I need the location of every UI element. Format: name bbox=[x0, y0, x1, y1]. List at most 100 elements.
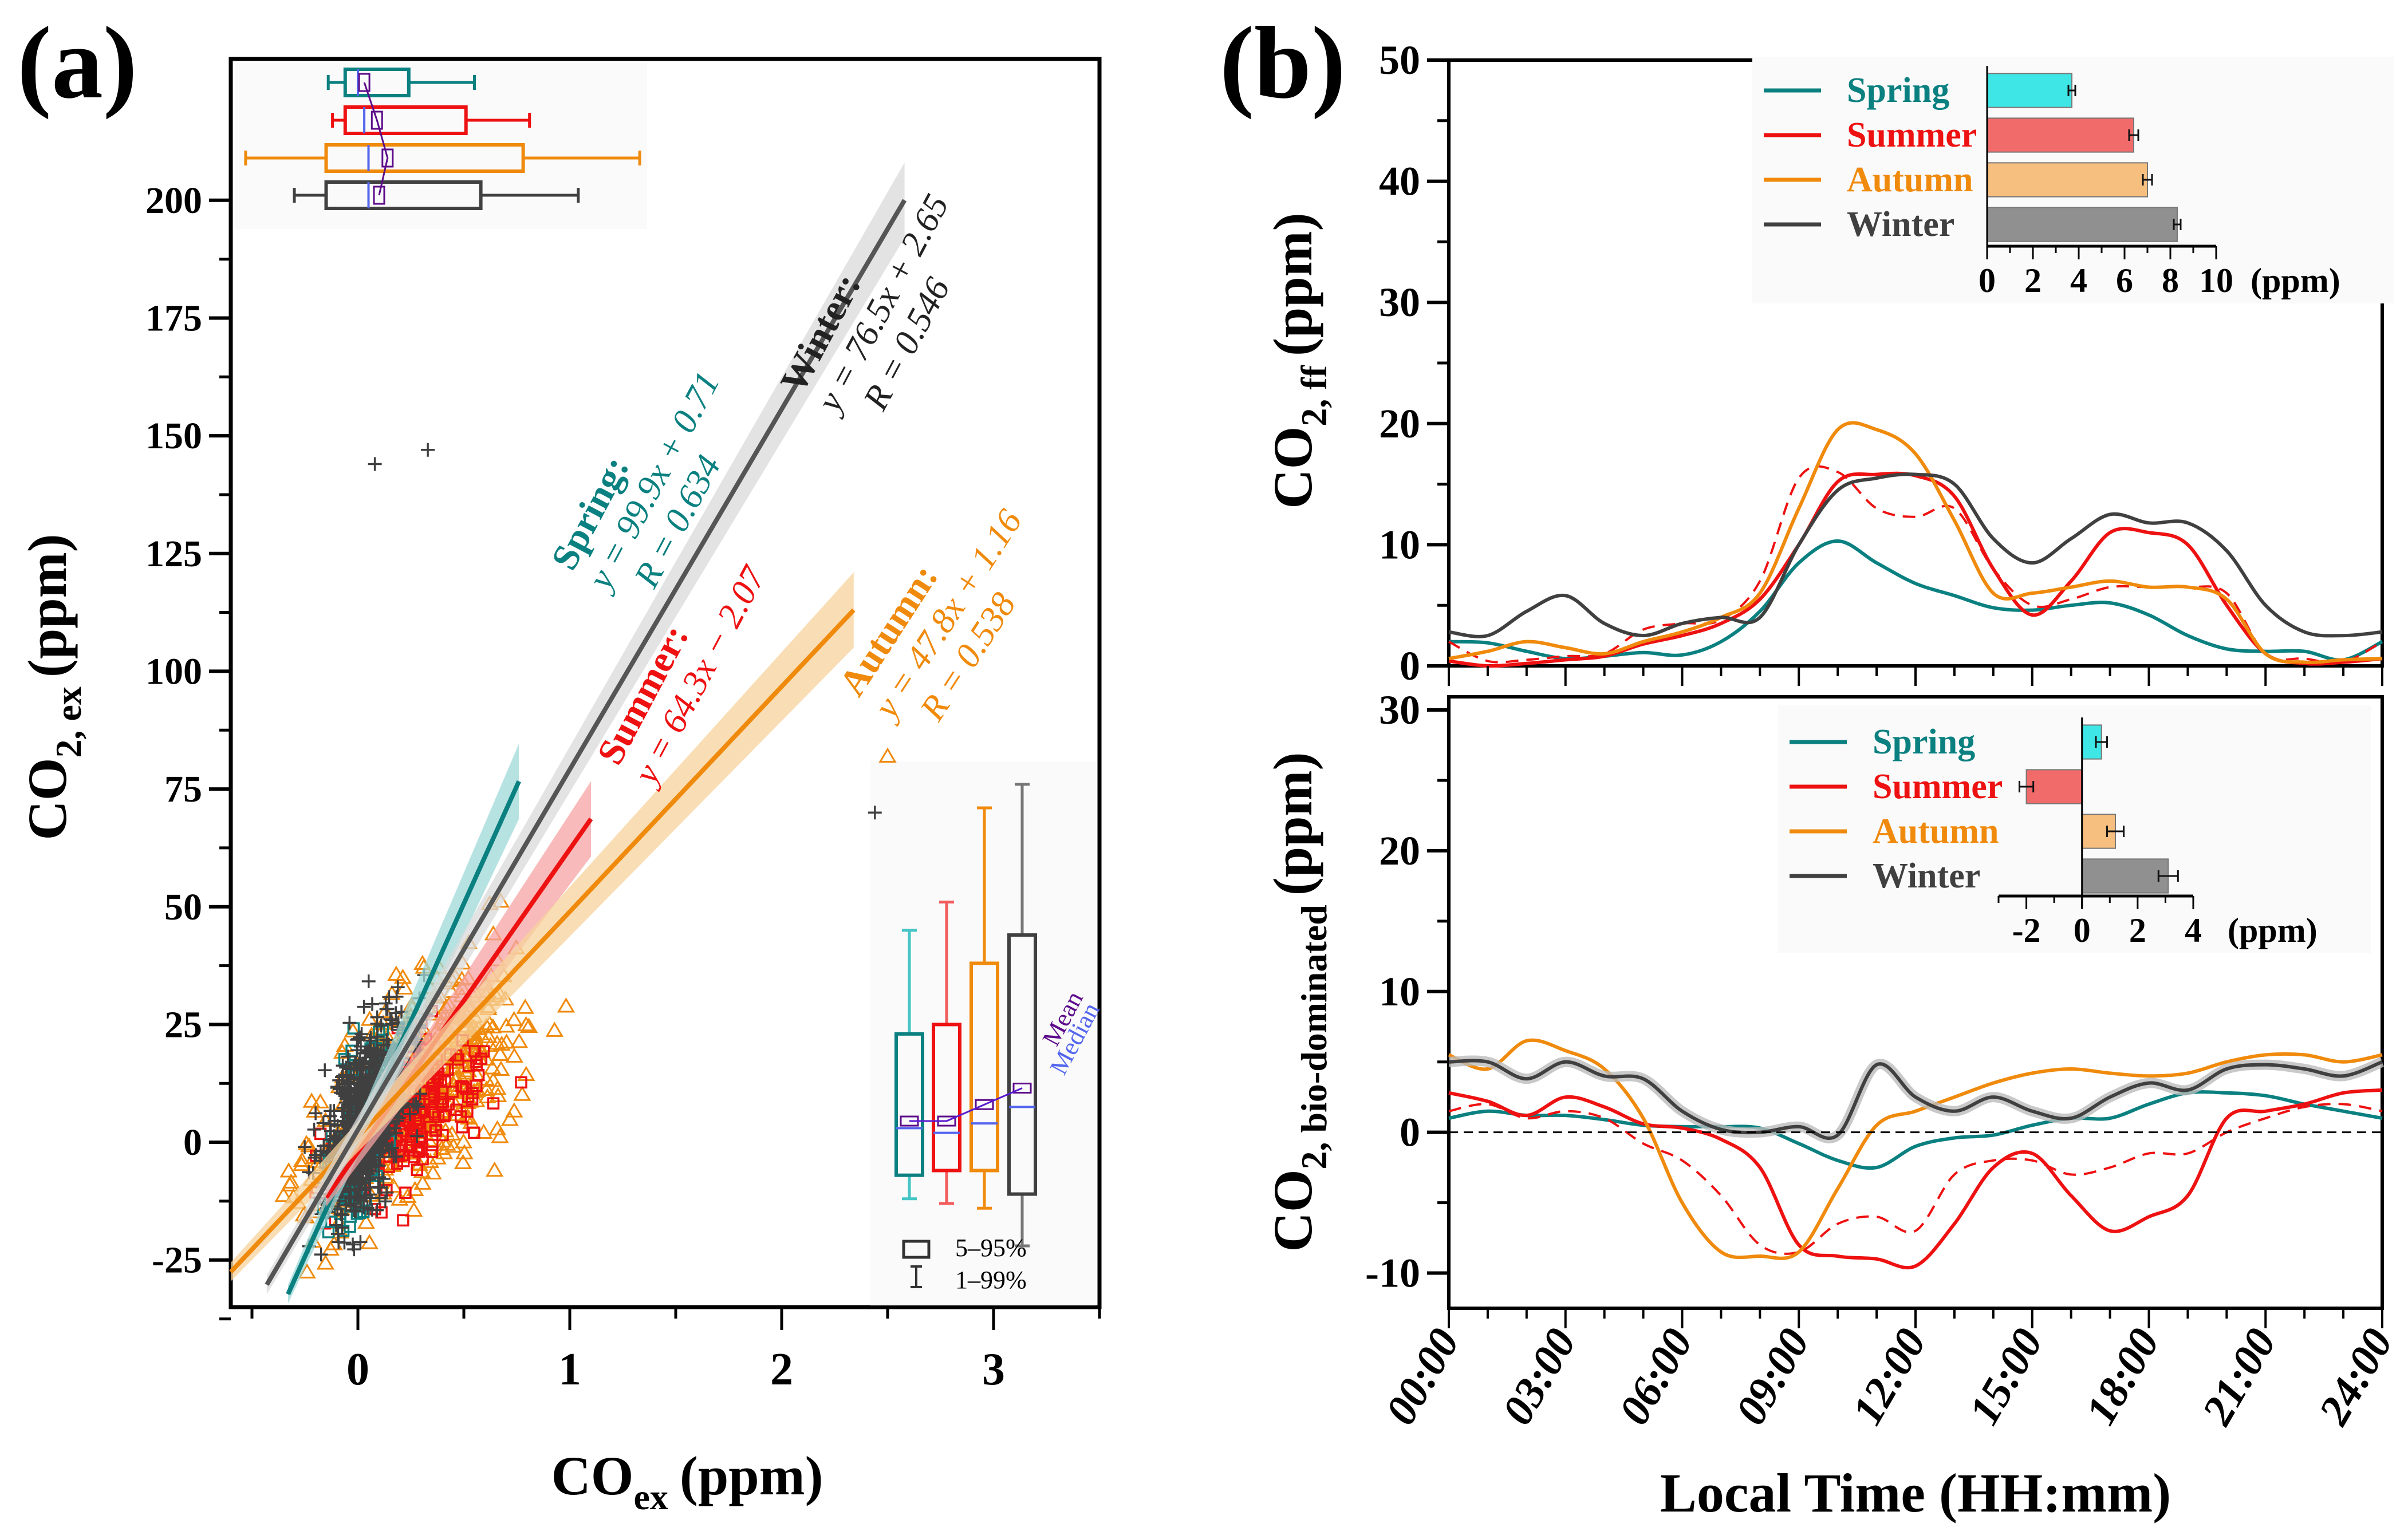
xlabel-unit: (ppm) bbox=[680, 1445, 823, 1506]
line-autumn bbox=[1448, 421, 2383, 665]
scatter-point-summer bbox=[436, 1095, 450, 1108]
scatter-point-winter bbox=[298, 1140, 312, 1154]
y-tick-label: 200 bbox=[145, 180, 202, 222]
y-tick-label: -10 bbox=[1365, 1250, 1420, 1296]
scatter-point-winter bbox=[337, 1236, 352, 1250]
scatter-point-winter bbox=[307, 1122, 321, 1137]
box-autumn bbox=[324, 143, 525, 173]
y-tick-label: 150 bbox=[145, 415, 202, 457]
scatter-point-winter bbox=[410, 1129, 424, 1143]
scatter-point-winter bbox=[357, 1000, 371, 1014]
y-tick-label: 125 bbox=[145, 533, 202, 575]
x-tick-label: 24:00 bbox=[2310, 1321, 2402, 1433]
scatter-point-winter bbox=[361, 1167, 375, 1181]
y-tick-label: -25 bbox=[152, 1240, 202, 1281]
scatter-point-winter bbox=[376, 1144, 390, 1158]
scatter-point-winter bbox=[354, 1094, 369, 1108]
scatter-point-winter bbox=[385, 1141, 399, 1155]
line-winter bbox=[1448, 1059, 2383, 1141]
panel-a-y-axis-label: CO2, ex (ppm) bbox=[17, 534, 89, 840]
co2bio-y-axis: -10 0 10 20 30 bbox=[1365, 687, 1449, 1296]
scatter-point-autumn bbox=[513, 1086, 531, 1101]
scatter-point-winter bbox=[364, 1041, 378, 1055]
xlabel-sub: ex bbox=[633, 1477, 668, 1517]
mean-marker bbox=[381, 148, 394, 168]
legend-whisker-glyph bbox=[911, 1265, 922, 1288]
panel-label-a: (a) bbox=[17, 6, 137, 120]
scatter-point-autumn bbox=[424, 1164, 442, 1180]
scatter-point-autumn bbox=[302, 1092, 321, 1108]
scatter-point-winter bbox=[372, 1158, 386, 1173]
panel-label-b: (b) bbox=[1220, 6, 1346, 120]
box-spring bbox=[343, 68, 411, 97]
scatter-point-winter bbox=[380, 1127, 394, 1142]
scatter-point-winter bbox=[365, 1202, 379, 1217]
y-tick-label: 75 bbox=[164, 768, 202, 810]
scatter-point-winter bbox=[308, 1150, 322, 1165]
scatter-point-autumn bbox=[545, 1021, 563, 1037]
scatter-point-winter bbox=[382, 1142, 396, 1157]
time-axis-label: Local Time (HH:mm) bbox=[1660, 1462, 2171, 1524]
scatter-point-autumn bbox=[488, 1120, 507, 1135]
xlabel-main: CO bbox=[551, 1445, 633, 1506]
error-bar bbox=[2095, 736, 2108, 748]
box-summer bbox=[932, 1023, 961, 1173]
scatter-point-winter bbox=[346, 1071, 361, 1085]
scatter-point-summer bbox=[413, 1144, 426, 1157]
scatter-point-autumn bbox=[281, 1176, 299, 1191]
error-bar bbox=[2018, 781, 2035, 792]
line-autumn bbox=[1448, 1038, 2383, 1260]
scatter-point-winter bbox=[413, 1087, 427, 1101]
y-tick-label: 40 bbox=[1379, 159, 1420, 204]
legend-label-summer: Summer bbox=[1873, 767, 2003, 806]
ylabel-sub: 2, ex bbox=[48, 686, 89, 757]
scatter-point-summer bbox=[425, 1146, 438, 1158]
legend-label-autumn: Autumn bbox=[1873, 812, 1999, 851]
error-bar bbox=[2128, 129, 2139, 141]
scatter-point-autumn bbox=[413, 1174, 432, 1190]
scatter-point-winter bbox=[352, 1088, 366, 1102]
ylabel-unit: (ppm) bbox=[17, 534, 78, 677]
scatter-point-winter bbox=[365, 1159, 379, 1174]
scatter-point-winter bbox=[350, 1043, 364, 1057]
error-bar bbox=[2142, 174, 2153, 186]
scatter-point-winter bbox=[330, 1080, 344, 1095]
scatter-point-autumn bbox=[360, 1011, 379, 1026]
scatter-point-autumn bbox=[357, 1214, 376, 1229]
scatter-point-autumn bbox=[483, 1059, 502, 1075]
ylabel-unit: (ppm) bbox=[1262, 212, 1323, 356]
legend-label-summer: Summer bbox=[1847, 116, 1977, 155]
scatter-point-autumn bbox=[484, 1018, 502, 1033]
y-tick-label: 0 bbox=[183, 1122, 202, 1163]
scatter-point-winter bbox=[391, 980, 405, 995]
y-tick-label: 0 bbox=[1400, 1110, 1420, 1155]
scatter-point-summer bbox=[426, 1139, 439, 1151]
mean-marker bbox=[371, 111, 383, 130]
scatter-outlier bbox=[421, 443, 435, 457]
scatter-point-autumn bbox=[376, 1003, 395, 1019]
inset-tick-label: 4 bbox=[2070, 262, 2087, 299]
mean-marker bbox=[358, 73, 371, 92]
y-tick-label: 10 bbox=[1379, 522, 1420, 567]
annotation-spring: Spring:y = 99.9x + 0.71R = 0.634 bbox=[543, 366, 728, 598]
scatter-point-autumn bbox=[297, 1135, 316, 1150]
legend-box-label: 5–95% bbox=[955, 1234, 1027, 1262]
scatter-point-winter bbox=[351, 1182, 365, 1197]
scatter-point-autumn bbox=[505, 1047, 523, 1063]
scatter-point-winter bbox=[383, 1125, 397, 1139]
y-tick-label: 100 bbox=[145, 650, 202, 692]
line-summer bbox=[1448, 1088, 2383, 1270]
scatter-point-autumn bbox=[480, 1015, 499, 1031]
scatter-point-summer bbox=[438, 1063, 451, 1076]
box-summer bbox=[343, 105, 468, 135]
panel-a-scatter: Spring:y = 99.9x + 0.71R = 0.634Summer:y… bbox=[17, 57, 1105, 1517]
inset-background bbox=[1778, 705, 2371, 953]
mean-connector bbox=[363, 82, 389, 196]
scatter-point-autumn bbox=[484, 1072, 502, 1087]
mean-marker bbox=[373, 186, 385, 205]
panel-a-y-axis: -25 0 25 50 75 100 125 150 175 200 bbox=[145, 180, 231, 1321]
scatter-point-winter bbox=[354, 1027, 369, 1041]
legend-box-glyph bbox=[902, 1240, 931, 1259]
box-autumn bbox=[969, 961, 999, 1173]
